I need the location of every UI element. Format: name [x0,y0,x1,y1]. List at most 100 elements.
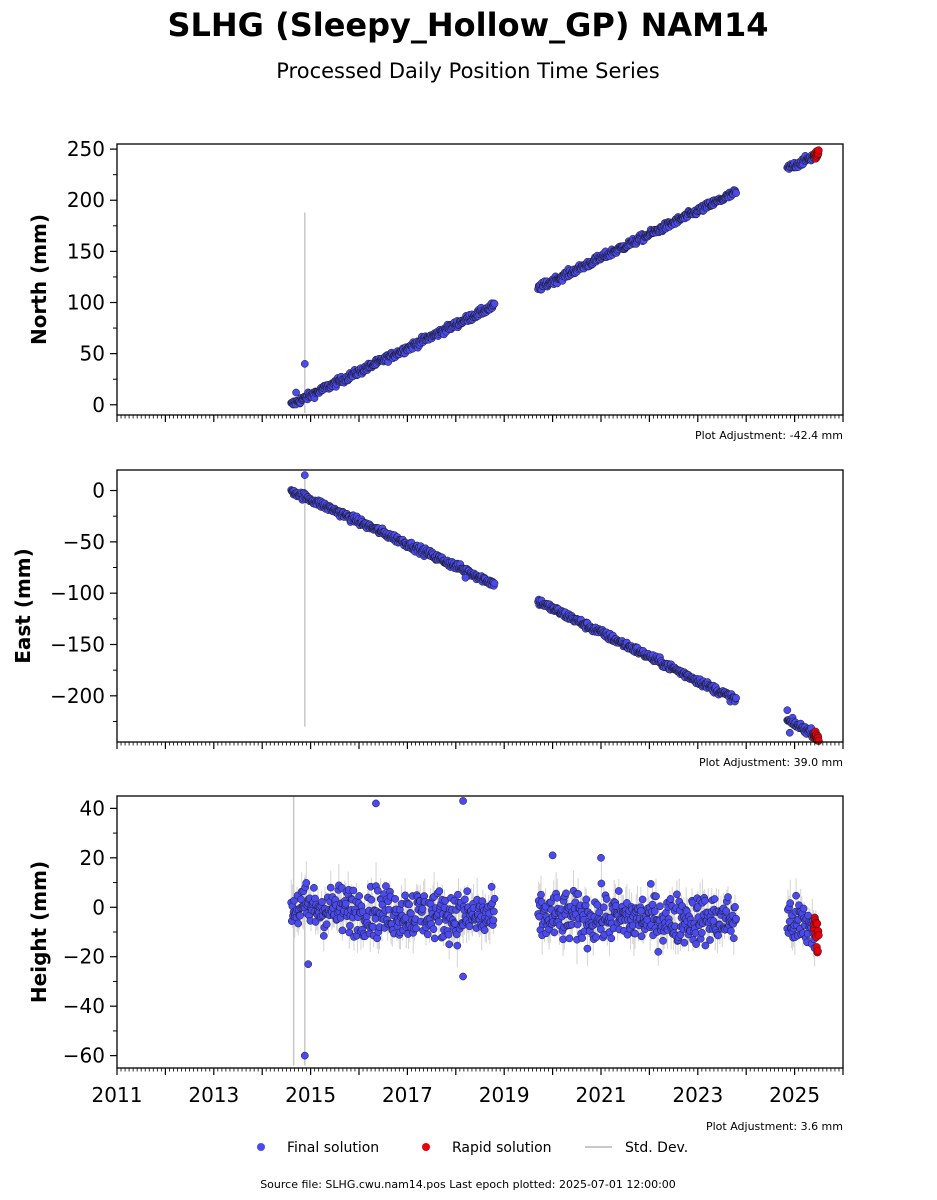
y-tick-label: 50 [80,342,105,366]
legend-final-label: Final solution [287,1140,379,1156]
final-solution-point [595,908,603,917]
plot-adjustment-label: Plot Adjustment: 3.6 mm [706,1120,843,1133]
final-solution-point [553,893,562,902]
final-solution-point [487,882,496,891]
final-solution-point [391,895,400,903]
final-solution-point [300,471,309,479]
final-solution-point [444,930,453,939]
final-solution-point [341,899,350,908]
final-solution-point [550,928,559,937]
final-solution-point [578,934,587,942]
final-solution-point [659,936,667,945]
final-solution-point [338,926,347,935]
final-solution-point [382,882,390,890]
final-solution-point [310,883,318,892]
y-tick-label: 0 [92,895,105,919]
x-tick-label: 2025 [769,1083,820,1107]
x-tick-label: 2015 [285,1083,336,1107]
figure-title: SLHG (Sleepy_Hollow_GP) NAM14 [167,6,768,44]
final-solution-point [429,925,438,934]
final-solution-point [706,936,714,944]
height-panel: 40 20 0 −20 −40 −60 2011 2013 2015 2017 2019 2021 20… [27,795,844,1133]
final-solution-point [319,932,328,940]
final-solution-point [292,388,300,397]
final-solution-point [732,914,740,923]
y-tick-label: 0 [92,393,105,417]
final-solution-point [732,694,740,702]
final-solution-point [300,360,309,368]
legend: Final solution Rapid solution Std. Dev. [257,1140,688,1156]
plot-adjustment-label: Plot Adjustment: -42.4 mm [695,429,843,442]
final-solution-point [459,972,467,981]
final-solution-point [607,934,616,943]
final-solution-point [461,573,470,582]
legend-std-label: Std. Dev. [625,1140,688,1156]
final-solution-point [453,941,462,950]
final-solution-point [692,940,700,948]
final-solution-point [300,1051,309,1060]
final-solution-point [367,895,376,904]
plot-frame [116,143,844,416]
final-solution-point [724,893,732,901]
final-solution-point [454,890,462,899]
final-solution-point [656,902,664,911]
final-solution-point [461,895,469,904]
final-solution-point [490,894,499,903]
final-solution-point [648,900,657,909]
final-solution-point [582,895,591,904]
y-tick-label: 0 [92,479,105,503]
y-tick-label: −40 [63,994,105,1018]
rapid-solution-point [813,947,822,956]
final-solution-point [548,851,557,860]
final-solution-point [612,902,620,910]
y-axis-label: North (mm) [27,214,51,345]
final-solution-point [722,907,731,915]
final-solution-point [786,899,795,907]
y-axis-label: East (mm) [11,548,35,664]
final-solution-point [583,944,592,953]
final-solution-point [465,922,474,931]
final-solution-point [326,883,335,892]
final-solution-point [322,920,331,929]
legend-rapid-marker [422,1143,430,1151]
x-tick-label: 2011 [92,1083,143,1107]
figure-subtitle: Processed Daily Position Time Series [276,59,660,83]
final-solution-point [349,886,358,895]
final-solution-point [729,934,738,943]
final-solution-point [799,904,808,913]
final-solution-point [783,706,792,715]
final-solution-point [785,728,794,737]
final-solution-point [304,960,313,968]
legend-final-marker [257,1143,265,1151]
final-solution-point [638,895,647,904]
final-solution-point [401,891,409,900]
y-tick-label: 250 [67,137,105,161]
final-solution-point [373,886,382,895]
final-solution-point [434,917,443,926]
final-solution-point [405,900,413,909]
final-solution-point [592,933,601,942]
y-tick-label: −60 [63,1044,105,1068]
y-axis-label: Height (mm) [27,861,51,1003]
final-solution-point [565,934,574,943]
final-solution-point [637,907,645,915]
final-solution-point [459,797,467,805]
y-tick-label: 20 [80,846,105,870]
final-solution-point [294,919,303,928]
final-solution-point [673,890,681,899]
final-solution-point [637,932,646,941]
y-tick-label: 150 [67,239,105,263]
final-solution-point [537,890,545,899]
final-solution-point [373,934,382,943]
y-tick-label: 40 [80,796,105,820]
final-solution-point [562,889,570,898]
final-solution-point [423,930,432,939]
final-solution-point [535,912,544,921]
north-panel: 0 50 100 150 200 250 North (mm) Plot Adjustment… [27,137,844,442]
final-solution-point [559,935,567,944]
final-solution-point [346,921,354,930]
final-solution-point [430,934,439,943]
y-tick-label: 100 [67,291,105,315]
final-solution-point [727,927,735,935]
